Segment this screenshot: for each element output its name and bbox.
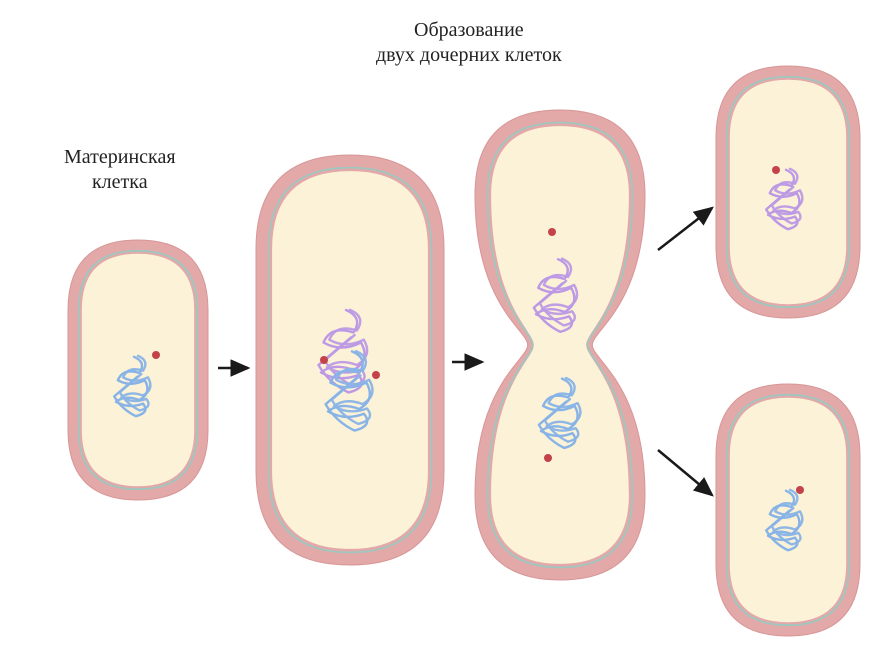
arrow-4 — [658, 450, 712, 495]
origin-dot — [548, 228, 556, 236]
cell-growing — [256, 155, 444, 565]
origin-dot — [796, 486, 804, 494]
origin-dot — [320, 356, 328, 364]
cells-group — [68, 66, 860, 636]
cell-mother — [68, 240, 208, 500]
origin-dot — [772, 166, 780, 174]
cell-daughter_top — [716, 66, 860, 318]
arrow-3 — [658, 208, 712, 250]
diagram-canvas — [0, 0, 894, 649]
origin-dot — [372, 371, 380, 379]
origin-dot — [152, 351, 160, 359]
diagram-stage: Материнская клетка Образование двух доче… — [0, 0, 894, 649]
origin-dot — [544, 454, 552, 462]
cell-daughter_bottom — [716, 384, 860, 636]
cell-dividing — [475, 110, 645, 580]
